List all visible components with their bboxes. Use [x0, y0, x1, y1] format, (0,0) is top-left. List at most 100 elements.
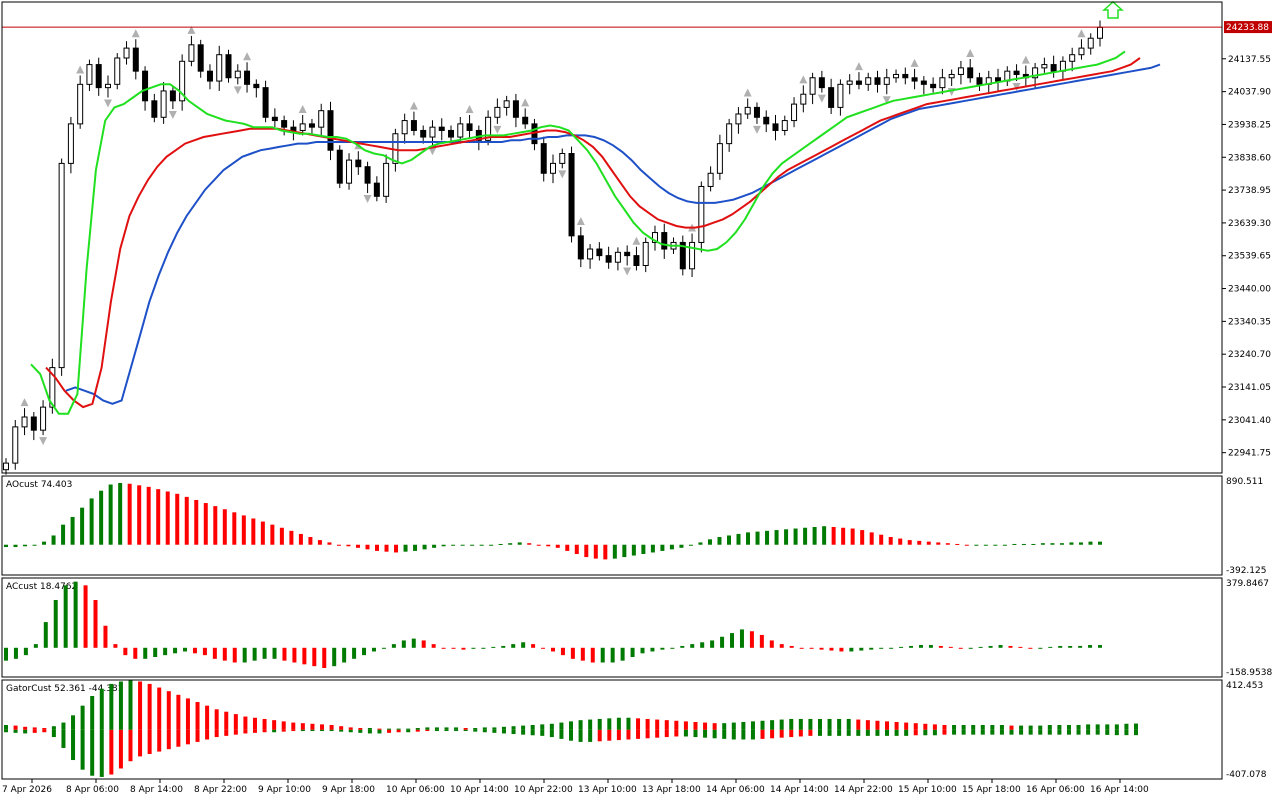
bull-candle — [383, 162, 390, 197]
gator-lower-bar-up — [1076, 729, 1081, 735]
gator-lower-bar-up — [444, 729, 449, 732]
gator-lower-bar-up — [837, 729, 842, 736]
histogram-bar-up — [4, 647, 8, 661]
gator-lower-bar-down — [636, 729, 641, 739]
histogram-bar-down — [260, 521, 265, 545]
histogram-bar-down — [749, 631, 754, 648]
main-frame — [1, 1, 1223, 474]
histogram-bar-down — [936, 542, 941, 545]
bear-candle — [920, 80, 927, 85]
gator-upper-bar-up — [71, 715, 76, 730]
gator-lower-bar-down — [798, 729, 803, 737]
histogram-bar-up — [610, 647, 615, 663]
gator-upper-bar-up — [1076, 724, 1081, 730]
gator-upper-bar-down — [348, 727, 353, 730]
gator-lower-bar-up — [310, 729, 315, 732]
histogram-bar-up — [23, 647, 28, 656]
y-min-label: -392.125 — [1226, 566, 1266, 576]
histogram-bar-up — [859, 647, 864, 651]
gator-upper-bar-down — [233, 714, 238, 730]
fractal-down-arrow — [558, 170, 567, 179]
gator-lower-bar-up — [885, 729, 890, 736]
gator-lower-bar-down — [425, 729, 430, 732]
gator-lower-bar-up — [71, 729, 76, 761]
gator-lower-bar-down — [664, 729, 669, 738]
gator-upper-bar-down — [281, 721, 286, 730]
gator-lower-bar-up — [980, 729, 985, 735]
histogram-bar-up — [669, 544, 674, 550]
bull-candle — [809, 77, 816, 95]
histogram-bar-down — [123, 647, 128, 656]
histogram-bar-up — [491, 646, 496, 648]
histogram-bar-up — [720, 636, 725, 648]
bear-candle — [679, 241, 686, 270]
bull-candle — [160, 90, 167, 118]
histogram-bar-up — [471, 647, 476, 649]
gator-upper-bar-down — [674, 720, 679, 730]
bull-candle — [698, 185, 705, 243]
gator-lower-bar-down — [387, 729, 392, 733]
bull-candle — [837, 83, 844, 108]
gator-lower-bar-up — [703, 729, 708, 738]
histogram-bar-up — [812, 526, 817, 545]
gator-upper-bar-up — [961, 724, 966, 730]
gator-upper-bar-up — [817, 718, 822, 730]
histogram-bar-up — [13, 544, 18, 548]
histogram-bar-up — [1088, 645, 1093, 648]
histogram-bar-down — [551, 647, 555, 652]
gator-upper-bar-down — [339, 726, 344, 730]
histogram-bar-down — [461, 647, 466, 650]
histogram-bar-down — [964, 544, 969, 546]
gator-upper-bar-up — [731, 722, 736, 730]
bear-candle — [132, 47, 139, 72]
histogram-bar-up — [401, 640, 406, 648]
histogram-bar-up — [460, 544, 465, 546]
gator-lower-bar-up — [99, 729, 104, 777]
bull-candle — [67, 123, 74, 164]
gator-lower-bar-up — [61, 729, 66, 748]
histogram-bar-up — [688, 544, 693, 546]
bull-candle — [791, 103, 798, 122]
fractal-down-arrow — [623, 267, 632, 276]
gator-lower-bar-up — [1038, 729, 1043, 735]
histogram-bar-up — [1038, 647, 1043, 649]
histogram-bar-up — [1069, 542, 1074, 545]
gator-upper-bar-down — [904, 722, 909, 730]
bull-candle — [689, 241, 696, 270]
gator-upper-bar-down — [894, 721, 899, 730]
histogram-bar-up — [640, 647, 645, 654]
bull-candle — [234, 70, 241, 79]
gator-upper-bar-up — [779, 719, 784, 730]
gator-lower-bar-up — [13, 729, 18, 733]
gator-lower-bar-up — [511, 729, 516, 735]
bear-candle — [855, 80, 862, 85]
histogram-bar-up — [755, 531, 760, 545]
histogram-bar-up — [993, 544, 998, 546]
price-panel[interactable]: 24137.55 24037.90 23938.25 23838.60 23738.95… — [2, 0, 1272, 475]
histogram-bar-up — [983, 544, 988, 546]
histogram-bar-down — [232, 512, 237, 545]
alligator-teeth-line — [45, 57, 1141, 409]
gator-lower-bar-up — [559, 729, 564, 739]
gator-upper-bar-up — [492, 727, 497, 730]
gator-upper-bar-up — [990, 724, 995, 730]
y-max-label: 412.453 — [1226, 681, 1263, 691]
gator-upper-bar-up — [588, 719, 593, 730]
bull-candle — [457, 123, 464, 138]
gator-lower-bar-up — [501, 729, 506, 734]
histogram-bar-up — [362, 647, 367, 656]
histogram-bar-down — [232, 647, 237, 663]
histogram-bar-up — [736, 533, 741, 545]
gator-lower-bar-up — [358, 729, 363, 733]
histogram-bar-up — [909, 645, 914, 648]
gator-upper-bar-up — [396, 728, 401, 730]
bull-candle — [216, 54, 223, 82]
gator-lower-bar-up — [473, 729, 478, 732]
alligator-jaw-line — [65, 63, 1161, 405]
gator-lower-bar-up — [923, 729, 928, 736]
gator-upper-bar-down — [147, 683, 152, 730]
histogram-bar-up — [70, 516, 75, 545]
histogram-bar-up — [403, 544, 408, 552]
bear-candle — [753, 106, 760, 118]
